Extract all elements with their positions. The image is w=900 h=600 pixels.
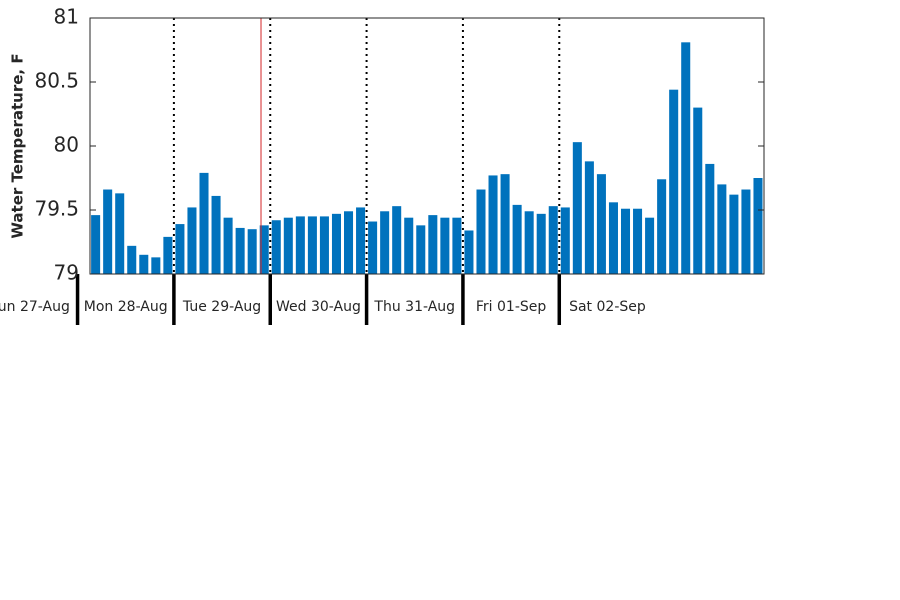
bar	[295, 216, 305, 274]
bar	[633, 208, 643, 274]
bar	[681, 42, 691, 274]
bar	[175, 224, 185, 274]
bar	[235, 227, 245, 274]
bar	[488, 175, 498, 274]
bar	[476, 189, 486, 274]
bar	[741, 189, 751, 274]
x-tick-label: Fri 01-Sep	[476, 299, 546, 315]
bar	[560, 207, 570, 274]
bar	[319, 216, 329, 274]
bar	[271, 220, 281, 274]
y-tick-label: 79.5	[34, 197, 79, 221]
bar	[199, 172, 209, 274]
bar	[620, 208, 631, 274]
x-tick-label: Mon 28-Aug	[84, 299, 168, 315]
bar	[536, 213, 546, 274]
bar	[572, 142, 582, 274]
bar	[259, 225, 269, 274]
bar	[416, 225, 426, 274]
plot-frame	[89, 17, 765, 275]
y-tick-label: 80	[54, 133, 79, 157]
bar	[705, 163, 715, 274]
bar	[307, 216, 317, 274]
bar	[440, 217, 450, 274]
bar	[103, 189, 113, 274]
bar	[645, 217, 655, 274]
bar	[356, 207, 366, 274]
bar	[717, 184, 727, 274]
bar	[428, 215, 438, 274]
y-tick-label: 79	[54, 261, 79, 285]
bar	[163, 236, 173, 274]
bar	[331, 213, 341, 274]
y-tick-label: 80.5	[34, 69, 79, 93]
x-tick-label: Tue 29-Aug	[182, 299, 261, 315]
bar	[657, 179, 667, 274]
bar	[464, 230, 474, 274]
bar	[548, 206, 558, 274]
bar	[584, 161, 594, 274]
bar	[452, 217, 462, 274]
bar	[344, 211, 354, 274]
bar	[211, 195, 221, 274]
bar	[139, 254, 149, 274]
y-axis-label: Water Temperature, F	[9, 53, 27, 238]
bar	[596, 174, 606, 274]
bar	[283, 217, 293, 274]
bar	[380, 211, 390, 274]
bar	[524, 211, 534, 274]
bar	[223, 217, 233, 274]
bar	[115, 193, 125, 274]
bar	[512, 204, 522, 274]
bar	[500, 174, 510, 274]
bar	[693, 107, 703, 274]
x-tick-label: Sun 27-Aug	[0, 299, 70, 315]
x-tick-label: Thu 31-Aug	[373, 299, 455, 315]
x-tick-label: Wed 30-Aug	[276, 299, 361, 315]
bar	[753, 178, 763, 274]
bar	[247, 229, 257, 274]
bar	[392, 206, 402, 274]
bar	[127, 245, 137, 274]
bar	[729, 194, 739, 274]
bar	[608, 202, 618, 274]
bar	[151, 257, 161, 274]
bar	[368, 221, 378, 274]
bar	[187, 207, 197, 274]
bar	[91, 215, 101, 274]
bar	[669, 89, 679, 275]
y-tick-label: 81	[54, 5, 79, 29]
bar	[404, 217, 414, 274]
x-tick-label: Sat 02-Sep	[569, 299, 646, 315]
